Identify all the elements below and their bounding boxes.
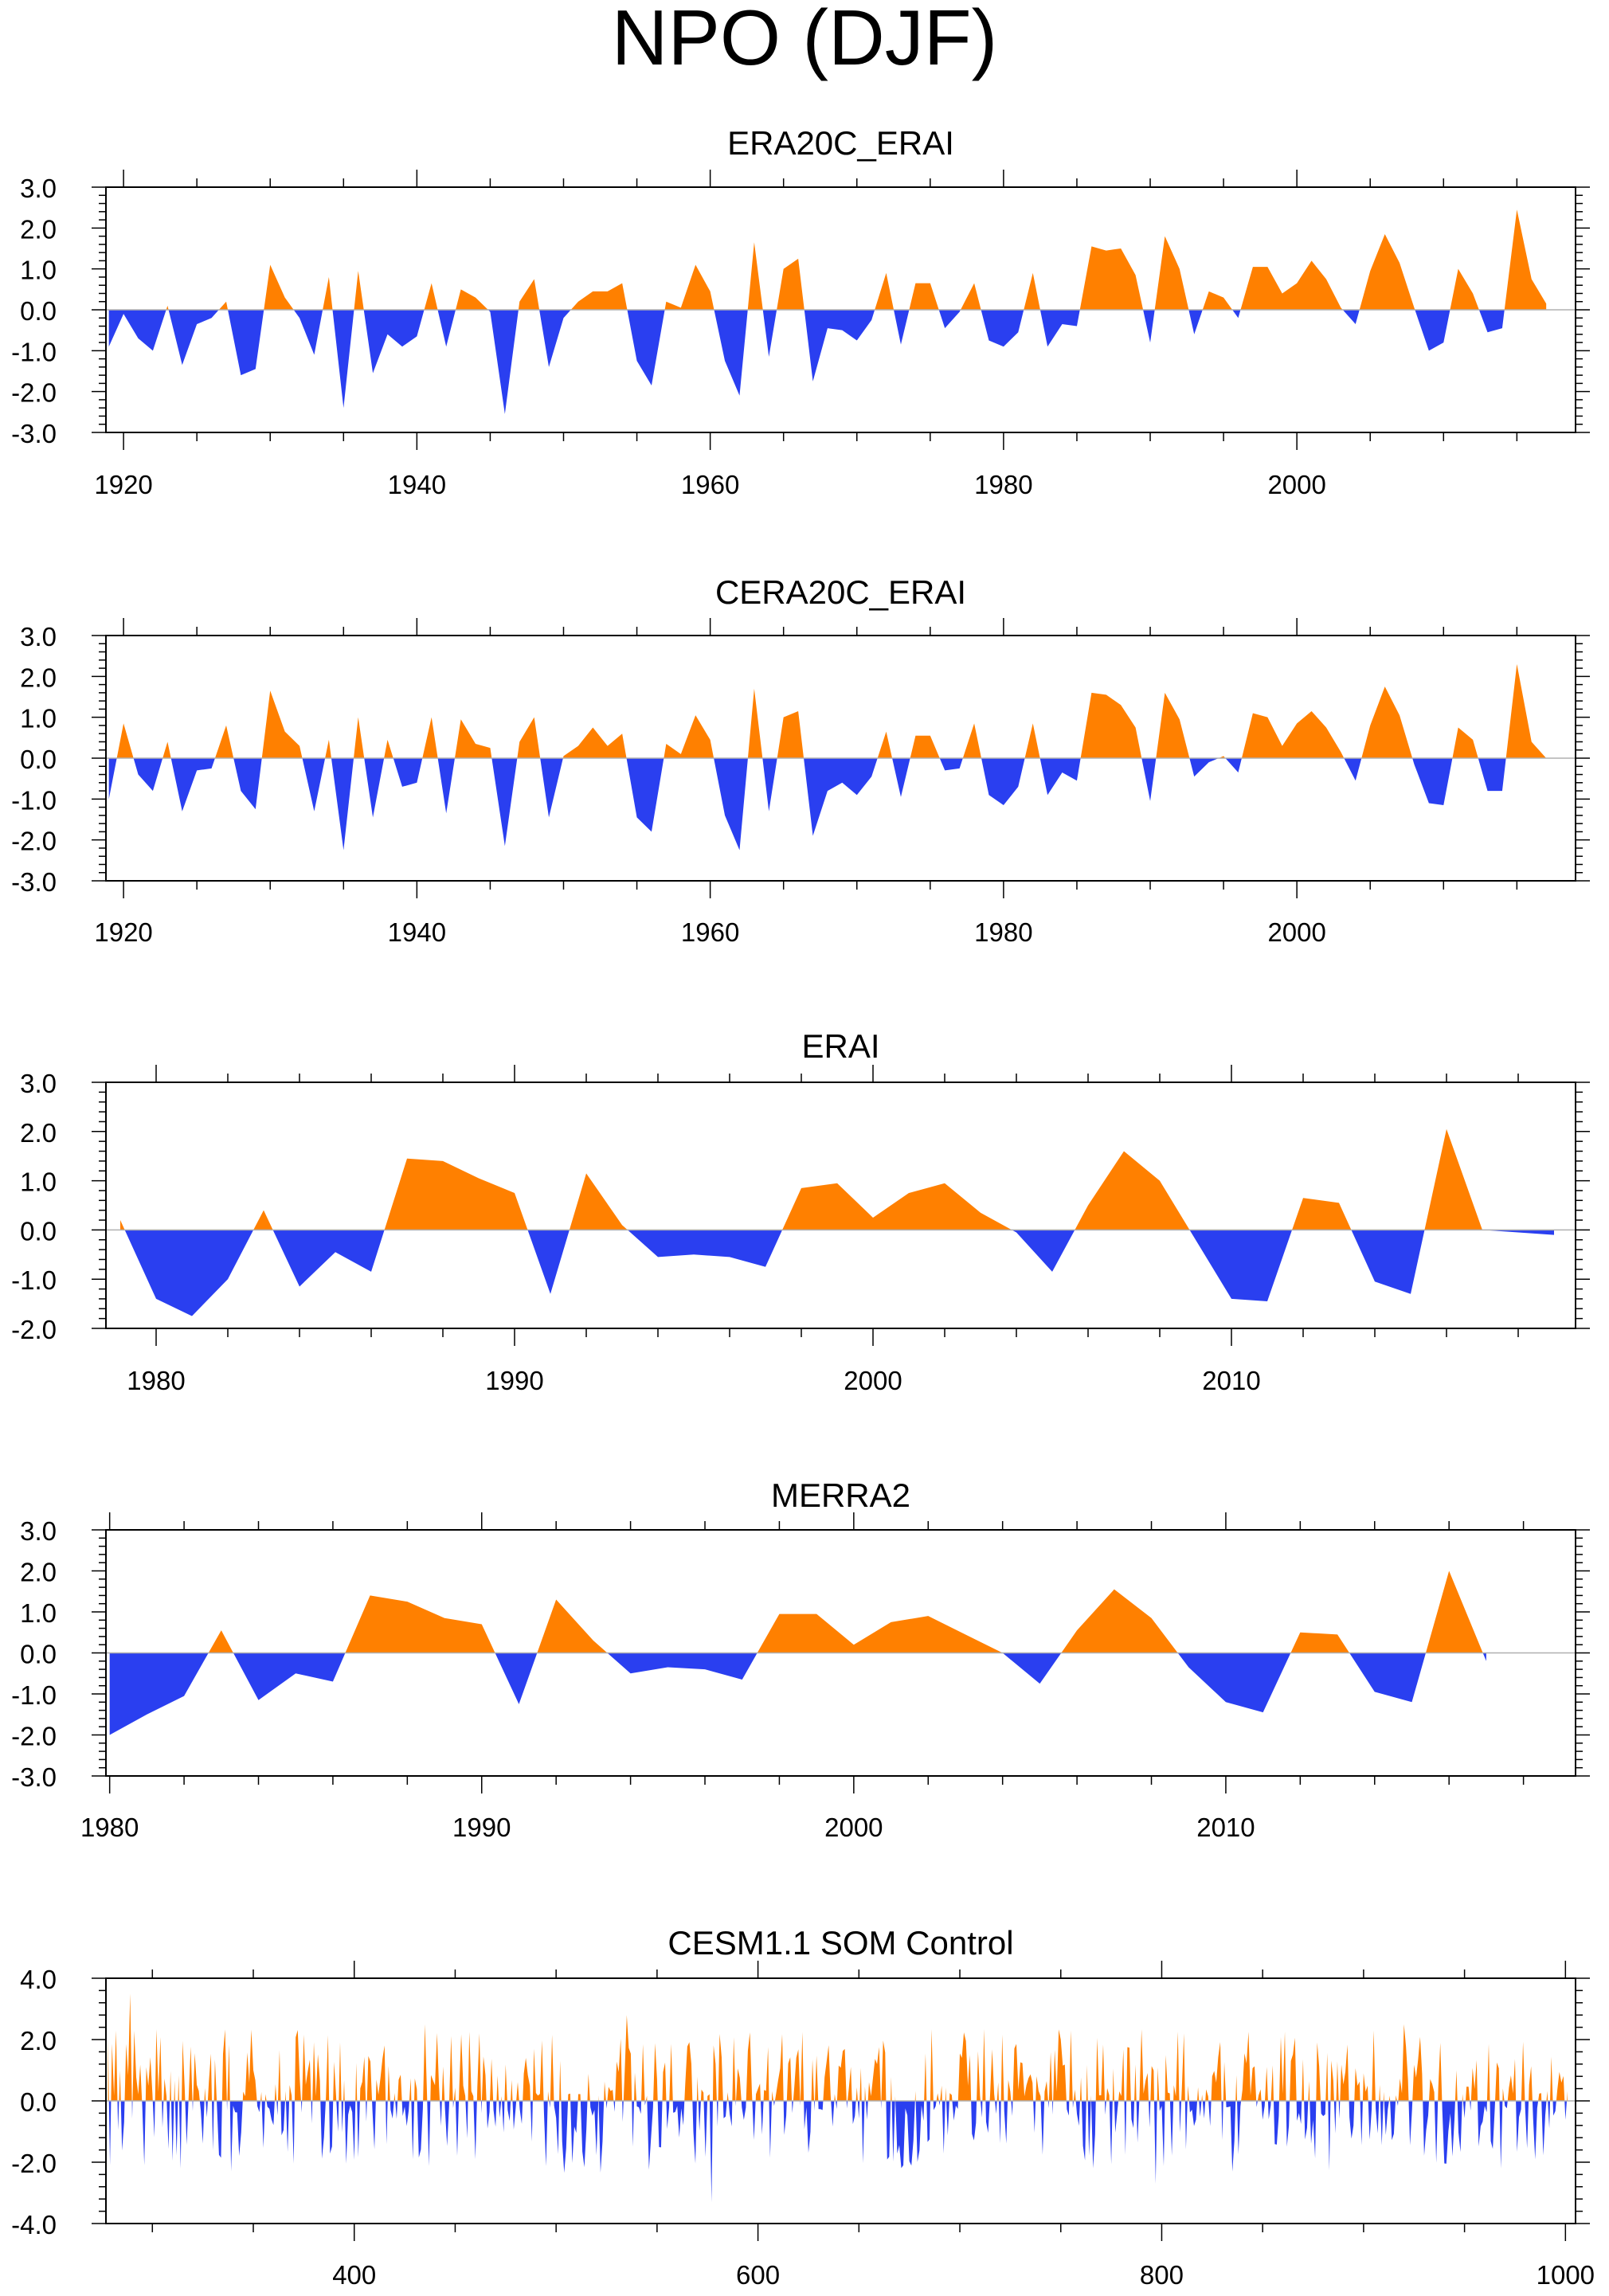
chart-title: ERA20C_ERAI: [727, 124, 954, 162]
y-tick-label: 2.0: [20, 1558, 57, 1587]
chart-title: ERAI: [801, 1027, 879, 1065]
positive-area: [108, 663, 1547, 758]
x-tick-label: 1980: [974, 470, 1032, 499]
chart-title: CESM1.1 SOM Control: [667, 1924, 1013, 1962]
plot-frame: [105, 1082, 1576, 1329]
x-tick-label: 1000: [1537, 2260, 1595, 2290]
positive-area: [120, 1128, 1482, 1230]
x-tick-label: 1980: [80, 1813, 139, 1842]
x-tick-label: 400: [332, 2260, 376, 2290]
y-tick-label: 3.0: [20, 174, 57, 203]
positive-area: [108, 209, 1547, 310]
y-tick-label: 0.0: [20, 1640, 57, 1669]
x-tick-label: 1990: [452, 1813, 511, 1842]
y-tick-label: 2.0: [20, 2026, 57, 2055]
x-tick-label: 800: [1140, 2260, 1184, 2290]
y-tick-label: -3.0: [11, 419, 57, 448]
y-tick-label: -3.0: [11, 867, 57, 897]
y-tick-label: 0.0: [20, 1216, 57, 1246]
x-tick-label: 2010: [1196, 1813, 1255, 1842]
chart-panel-1: ERA20C_ERAI -3.0 -2.0 -1.0 0.0 1.0 2.0 3.0 1920 1…: [11, 124, 1590, 499]
y-tick-label: 3.0: [20, 1516, 57, 1546]
y-tick-label: -1.0: [11, 1680, 57, 1710]
negative-area: [108, 310, 1547, 414]
x-tick-label: 2000: [1267, 917, 1325, 947]
chart-panel-3: ERAI -2.0 -1.0 0.0 1.0 2.0 3.0 1980 1990 2000 2010: [11, 1027, 1590, 1395]
positive-area: [108, 1993, 1568, 2101]
y-tick-label: -2.0: [11, 827, 57, 856]
x-tick-label: 600: [736, 2260, 780, 2290]
y-tick-label: -2.0: [11, 1315, 57, 1344]
positive-area: [109, 1570, 1486, 1653]
chart-panel-4: MERRA2 -3.0 -2.0 -1.0 0.0 1.0 2.0 3.0 1980 1990 20…: [11, 1477, 1590, 1842]
y-tick-label: 1.0: [20, 704, 57, 733]
y-tick-label: -1.0: [11, 337, 57, 366]
x-tick-label: 1960: [681, 470, 739, 499]
y-tick-label: -2.0: [11, 2149, 57, 2178]
chart-panel-2: CERA20C_ERAI -3.0 -2.0 -1.0 0.0 1.0 2.0 3.0 1920…: [11, 573, 1590, 947]
y-tick-label: -2.0: [11, 378, 57, 408]
y-tick-label: 4.0: [20, 1965, 57, 1994]
chart-title: CERA20C_ERAI: [715, 573, 966, 611]
x-tick-label: 1940: [388, 470, 446, 499]
x-tick-label: 1940: [388, 917, 446, 947]
y-tick-label: 1.0: [20, 1598, 57, 1628]
negative-area: [109, 1653, 1486, 1735]
page-title: NPO (DJF): [611, 0, 998, 81]
x-tick-label: 1980: [127, 1366, 185, 1395]
y-tick-label: 1.0: [20, 1168, 57, 1197]
x-tick-label: 1920: [94, 470, 152, 499]
y-tick-label: 0.0: [20, 296, 57, 326]
chart-title: MERRA2: [771, 1477, 910, 1514]
y-tick-label: -2.0: [11, 1722, 57, 1751]
y-tick-label: 0.0: [20, 2087, 57, 2117]
x-tick-label: 1990: [485, 1366, 543, 1395]
x-tick-label: 2000: [1267, 470, 1325, 499]
chart-panel-5: CESM1.1 SOM Control -4.0 -2.0 0.0 2.0 4.0 400 6…: [11, 1924, 1595, 2290]
x-tick-label: 1960: [681, 917, 739, 947]
x-tick-label: 1980: [974, 917, 1032, 947]
y-tick-label: -4.0: [11, 2210, 57, 2239]
x-tick-label: 1920: [94, 917, 152, 947]
y-tick-label: 1.0: [20, 256, 57, 285]
y-tick-label: 2.0: [20, 663, 57, 692]
y-tick-label: 3.0: [20, 622, 57, 651]
y-tick-label: 2.0: [20, 214, 57, 244]
y-tick-label: 2.0: [20, 1118, 57, 1148]
x-tick-label: 2010: [1202, 1366, 1260, 1395]
negative-area: [124, 1230, 1554, 1316]
negative-area: [108, 758, 1547, 851]
y-tick-label: 3.0: [20, 1069, 57, 1098]
x-tick-label: 2000: [844, 1366, 902, 1395]
y-tick-label: -1.0: [11, 1265, 57, 1295]
y-tick-label: 0.0: [20, 745, 57, 774]
x-tick-label: 2000: [824, 1813, 883, 1842]
y-tick-label: -1.0: [11, 785, 57, 815]
y-tick-label: -3.0: [11, 1762, 57, 1792]
